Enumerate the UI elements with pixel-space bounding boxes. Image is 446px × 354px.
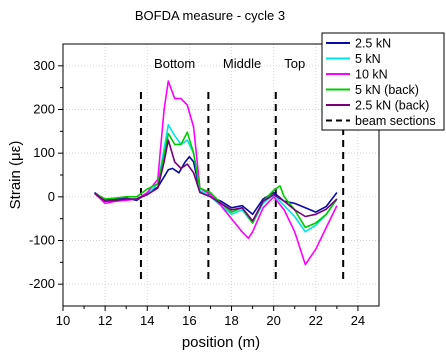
x-axis-label: position (m) [182, 334, 260, 351]
y-tick-label: 0 [48, 189, 55, 204]
y-tick-label: 200 [33, 102, 55, 117]
legend-label: 2.5 kN (back) [355, 99, 429, 113]
legend-label: 5 kN [355, 52, 381, 66]
y-tick-label: -200 [29, 276, 55, 291]
series-lines [94, 80, 338, 266]
series-line [94, 80, 338, 266]
x-tick-label: 10 [56, 313, 70, 328]
x-tick-label: 24 [351, 313, 365, 328]
section-label: Top [284, 56, 305, 71]
x-tick-label: 20 [266, 313, 280, 328]
section-label: Bottom [154, 56, 195, 71]
legend-label: 5 kN (back) [355, 83, 419, 97]
x-tick-label: 22 [309, 313, 323, 328]
series-line [94, 139, 338, 222]
section-label: Middle [223, 56, 261, 71]
y-tick-label: -100 [29, 233, 55, 248]
chart-title: BOFDA measure - cycle 3 [135, 8, 285, 23]
y-axis-label: Strain (με) [7, 141, 24, 210]
x-tick-label: 18 [224, 313, 238, 328]
x-tick-label: 12 [98, 313, 112, 328]
legend: 2.5 kN5 kN 10 kN5 kN (back) 2.5 kN (back)b… [321, 32, 445, 131]
y-tick-label: 300 [33, 58, 55, 73]
x-tick-label: 16 [182, 313, 196, 328]
section-labels: Bottom Middle Top [154, 56, 305, 71]
legend-box [321, 32, 445, 131]
x-tick-label: 14 [140, 313, 154, 328]
series-line [94, 131, 338, 229]
y-tick-label: 100 [33, 145, 55, 160]
axes: 10 12 14 16 18 20 22 24 -200 -100 0 100 200 300 [29, 58, 365, 328]
beam-section-lines [139, 92, 345, 281]
series-line [94, 155, 338, 216]
series-line [94, 124, 338, 233]
legend-label: 10 kN [355, 68, 388, 82]
legend-label: 2.5 kN [355, 37, 391, 51]
legend-label: beam sections [355, 114, 436, 128]
